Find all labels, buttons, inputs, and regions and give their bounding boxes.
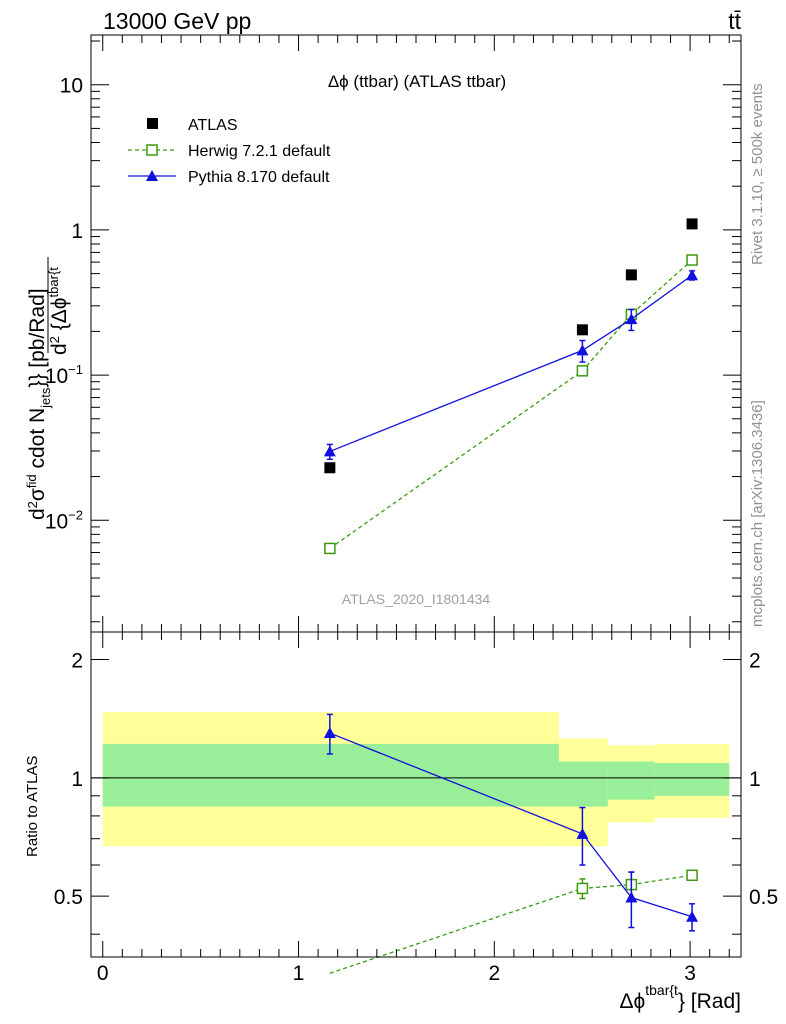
x-tick-label: 3: [684, 962, 696, 985]
uncertainty-band-green: [607, 761, 655, 800]
ylabel-den-sup: 2: [47, 336, 62, 343]
x-tick-label: 1: [293, 962, 305, 985]
legend-atlas-marker: [147, 118, 158, 129]
header-energy: 13000 GeV pp: [103, 8, 251, 34]
header-process: tt̄: [728, 8, 741, 34]
x-axis-label: Δϕtbar{t} [Rad]: [619, 982, 741, 1013]
ylabel-d: d: [26, 508, 49, 520]
y-tick-label-base: 10: [60, 75, 83, 98]
ylabel-sigma-sup: fid: [24, 474, 39, 488]
legend-item-pythia: Pythia 8.170 default: [128, 169, 330, 186]
ratio-ticks: [91, 632, 741, 957]
data-point: [625, 269, 637, 281]
legend-herwig-marker: [146, 144, 158, 156]
data-point: [324, 462, 336, 474]
y-tick-label: 1: [71, 220, 83, 243]
data-point: [576, 365, 589, 377]
ylabel-den-rest-sup: tbar{t: [46, 267, 61, 298]
data-point: [324, 542, 336, 555]
ratio-point: [686, 910, 699, 922]
legend: ATLAS Herwig 7.2.1 default Pythia 8.170 …: [128, 117, 331, 186]
ratio-line: [329, 874, 693, 974]
main-series: [323, 218, 699, 555]
x-tick-labels: 0 1 2 3: [97, 962, 696, 985]
rivet-label: Rivet 3.1.10, ≥ 500k events: [749, 83, 766, 265]
ratio-line: [329, 732, 693, 918]
ratio-y-tick-label-right: 1: [749, 768, 761, 791]
y-tick-label-exponent: −2: [68, 507, 83, 522]
x-tick-label: 2: [488, 962, 500, 985]
ratio-y-tick-label: 1: [71, 768, 83, 791]
series-line: [329, 274, 693, 453]
ratio-point: [625, 891, 638, 903]
uncertainty-band-green: [654, 763, 730, 796]
ratio-series: [323, 713, 699, 974]
y-tick-label-base: 10: [45, 510, 68, 533]
ylabel-unit: }} [pb/Rad]: [26, 288, 49, 387]
legend-item-atlas: ATLAS: [147, 117, 238, 134]
ratio-y-axis-label: Ratio to ATLAS: [24, 756, 41, 857]
ratio-y-tick-label-right: 0.5: [749, 886, 778, 909]
legend-atlas-label: ATLAS: [188, 117, 238, 134]
legend-item-herwig: Herwig 7.2.1 default: [128, 143, 331, 160]
ratio-point: [323, 727, 336, 739]
data-point: [686, 218, 698, 230]
y-tick-label-base: 10: [45, 365, 68, 388]
ylabel-tail-sub: jets: [38, 387, 53, 409]
legend-pythia-marker: [146, 170, 158, 181]
y-tick-label: 10−2: [45, 507, 83, 533]
ylabel-d-sup: 2: [25, 501, 40, 508]
ratio-bands: [102, 712, 730, 847]
ratio-y-tick-label-right: 2: [749, 650, 761, 673]
plot-title: Δϕ (ttbar) (ATLAS ttbar): [328, 72, 506, 91]
ratio-point: [686, 869, 698, 882]
data-point: [323, 445, 336, 457]
data-point: [625, 313, 638, 325]
x-tick-label: 0: [97, 962, 109, 985]
ratio-y-tick-labels: 0.5 0.5 1 1 2 2: [54, 650, 778, 910]
ratio-point: [576, 882, 589, 895]
ratio-y-tick-label: 2: [71, 650, 83, 673]
ratio-point: [576, 827, 589, 839]
y-tick-label-base: 1: [71, 220, 83, 243]
mcplots-label: mcplots.cern.ch [arXiv:1306.3436]: [749, 400, 766, 627]
xlabel-post: } [Rad]: [678, 990, 741, 1013]
data-point: [576, 344, 589, 356]
legend-pythia-label: Pythia 8.170 default: [188, 169, 330, 186]
data-point: [686, 269, 699, 281]
y-tick-label: 10: [60, 75, 83, 98]
ylabel-tail: cdot N: [26, 408, 49, 475]
xlabel-pre: Δϕ: [619, 990, 645, 1013]
uncertainty-band-green: [558, 761, 608, 807]
ratio-y-tick-label: 0.5: [54, 886, 83, 909]
ratio-panel: 0.5 0.5 1 1 2 2 0 1 2 3 Ratio to ATLAS Δϕtbar{t}…: [24, 631, 778, 1013]
series-line: [329, 259, 693, 549]
y-tick-label-exponent: −1: [68, 362, 83, 377]
data-point: [576, 324, 588, 336]
main-ticks: [91, 35, 741, 632]
data-point: [686, 254, 698, 266]
ylabel-den-d: d: [48, 343, 71, 355]
ylabel-denominator: d2 {Δϕtbar{t: [46, 267, 71, 355]
analysis-watermark: ATLAS_2020_I1801434: [342, 591, 491, 607]
y-tick-label: 10−1: [45, 362, 83, 388]
legend-herwig-label: Herwig 7.2.1 default: [188, 143, 331, 160]
ylabel-sigma: σ: [26, 488, 49, 501]
ylabel-den-rest: {Δϕ: [48, 297, 71, 336]
xlabel-sup: tbar{t: [645, 982, 678, 998]
main-y-axis-label: d2σfid cdot Njets}} [pb/Rad]: [24, 288, 53, 520]
